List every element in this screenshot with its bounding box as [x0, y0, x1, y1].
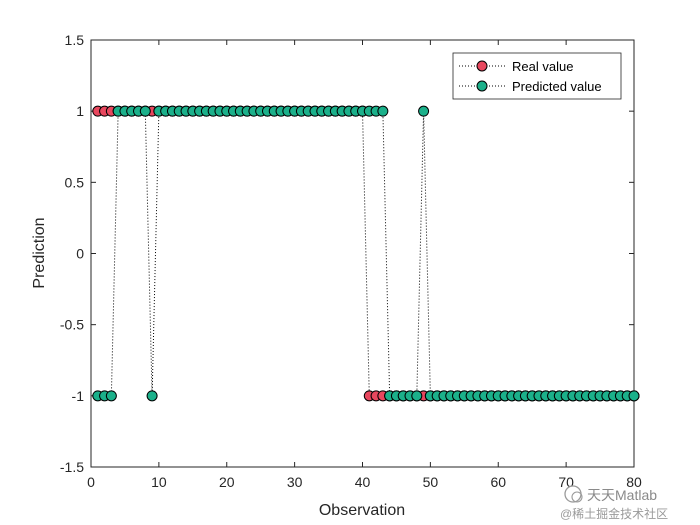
y-tick-label: -1	[72, 388, 85, 404]
x-tick-label: 60	[490, 474, 506, 490]
point-predicted	[411, 390, 423, 402]
watermark-subtext: @稀土掘金技术社区	[560, 506, 668, 521]
y-tick-label: 1	[76, 103, 84, 119]
point-predicted	[377, 105, 389, 117]
y-tick-label: 0.5	[65, 174, 85, 190]
legend-label-predicted: Predicted value	[512, 79, 602, 94]
x-tick-label: 80	[626, 474, 642, 490]
plot-area	[90, 39, 635, 468]
legend-label-real: Real value	[512, 59, 573, 74]
watermark-logo-icon-inner	[571, 491, 583, 503]
series-markers	[92, 105, 640, 402]
x-tick-label: 30	[287, 474, 303, 490]
point-predicted	[105, 390, 117, 402]
y-tick-label: -0.5	[60, 317, 84, 333]
x-tick-label: 70	[558, 474, 574, 490]
x-tick-label: 40	[355, 474, 371, 490]
watermark: 天天Matlab @稀土掘金技术社区	[560, 485, 668, 521]
legend-marker-predicted	[476, 80, 488, 92]
x-tick-label: 10	[151, 474, 167, 490]
legend: Real value Predicted value	[452, 52, 622, 100]
point-predicted	[628, 390, 640, 402]
x-tick-label: 20	[219, 474, 235, 490]
point-predicted	[139, 105, 151, 117]
y-axis-label: Prediction	[31, 217, 48, 288]
y-tick-label: -1.5	[60, 459, 84, 475]
x-axis-label: Observation	[319, 502, 405, 519]
axis-ticks	[90, 39, 635, 468]
point-predicted	[146, 390, 158, 402]
point-predicted	[418, 105, 430, 117]
x-tick-label: 0	[87, 474, 95, 490]
x-tick-label: 50	[423, 474, 439, 490]
y-tick-labels: 1.5 1 0.5 0 -0.5 -1 -1.5	[60, 32, 84, 475]
legend-marker-real	[476, 60, 488, 72]
y-tick-label: 0	[76, 246, 84, 262]
y-tick-label: 1.5	[65, 32, 85, 48]
watermark-text: 天天Matlab	[587, 487, 657, 503]
